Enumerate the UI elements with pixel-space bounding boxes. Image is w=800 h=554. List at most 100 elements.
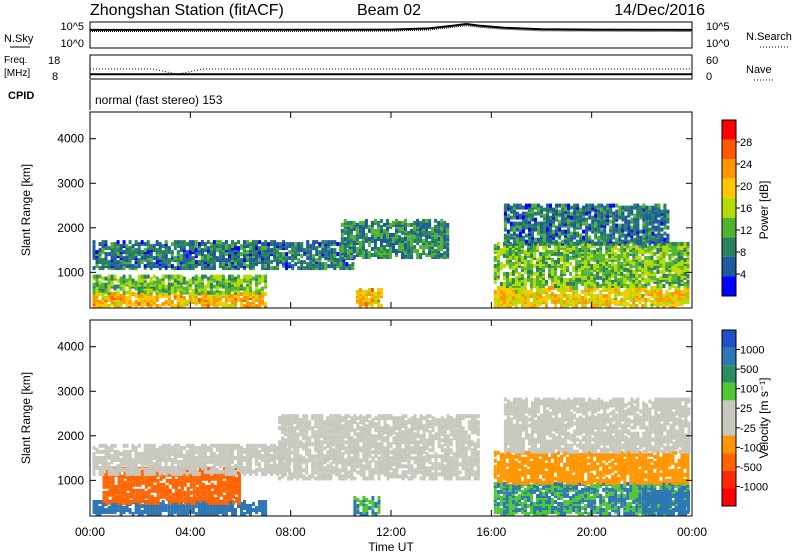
power-cell: [351, 266, 355, 271]
velocity-cell: [143, 504, 147, 508]
power-cell: [499, 251, 503, 256]
power-cell: [644, 284, 648, 288]
velocity-cell: [168, 488, 172, 493]
power-cell: [551, 292, 554, 296]
velocity-cell: [156, 490, 160, 495]
power-cell: [206, 280, 210, 285]
power-cell: [194, 260, 198, 265]
power-cell: [212, 274, 216, 279]
power-cell: [561, 211, 565, 216]
power-cell: [617, 277, 621, 282]
power-cell: [228, 288, 231, 293]
power-cell: [656, 269, 660, 274]
power-cell: [665, 290, 669, 294]
power-cell: [158, 304, 162, 308]
velocity-cell: [98, 443, 102, 448]
power-cell: [240, 258, 243, 263]
power-cell: [134, 292, 138, 296]
power-cell: [584, 271, 588, 276]
power-cell: [258, 304, 262, 308]
power-cell: [373, 245, 377, 249]
power-cell: [594, 227, 598, 232]
velocity-cell: [132, 494, 136, 499]
power-cell: [536, 245, 539, 250]
power-cell: [188, 292, 192, 296]
power-cell: [602, 261, 606, 266]
power-cell: [176, 294, 180, 298]
power-cell: [98, 258, 102, 263]
velocity-cell: [159, 482, 163, 487]
power-cell: [410, 249, 414, 253]
power-cell: [527, 247, 530, 252]
power-cell: [240, 302, 243, 306]
power-cell: [602, 253, 606, 258]
power-cell: [674, 257, 678, 262]
power-cell: [665, 273, 669, 278]
power-cell: [656, 277, 660, 282]
power-cell: [224, 290, 228, 295]
noise-tick-low-left: 10^0: [60, 38, 84, 50]
velocity-cell: [98, 506, 102, 510]
power-cell: [361, 220, 365, 225]
power-cell: [662, 284, 666, 288]
power-cell: [440, 222, 444, 227]
power-cell: [659, 298, 663, 302]
power-cell: [558, 227, 562, 232]
power-cell: [358, 235, 362, 239]
power-cell: [511, 261, 515, 266]
power-cell: [543, 237, 546, 242]
power-cell: [191, 280, 195, 285]
power-cell: [557, 298, 561, 302]
power-cell: [569, 243, 573, 248]
power-cell: [549, 215, 552, 220]
power-cell: [594, 223, 598, 228]
cpid-value: normal (fast stereo) 153: [95, 93, 223, 107]
power-cell: [540, 229, 543, 234]
power-cell: [134, 240, 138, 245]
power-cell: [389, 255, 392, 259]
power-cell: [288, 256, 292, 261]
power-cell: [137, 246, 141, 251]
velocity-cell: [137, 459, 141, 464]
power-cell: [155, 296, 159, 300]
power-cell: [255, 304, 258, 308]
power-cell: [218, 258, 222, 263]
power-cell: [377, 294, 380, 298]
power-cell: [119, 302, 123, 306]
power-cell: [155, 280, 159, 285]
power-cell: [349, 224, 353, 229]
power-cell: [324, 266, 328, 271]
velocity-cell: [192, 494, 196, 499]
power-cell: [364, 235, 368, 239]
velocity-cell: [125, 453, 129, 458]
power-cell: [602, 257, 606, 262]
power-cell: [659, 243, 663, 248]
power-cell: [520, 273, 524, 278]
power-cell: [665, 243, 669, 248]
power-cell: [431, 253, 435, 257]
power-cell: [203, 248, 207, 253]
power-cell: [545, 300, 548, 304]
velocity-cell: [207, 500, 211, 505]
power-cell: [515, 237, 519, 242]
power-cell: [113, 246, 117, 251]
velocity-cell: [206, 512, 210, 516]
power-cell: [128, 240, 132, 245]
power-cell: [545, 279, 548, 284]
power-cell: [309, 250, 313, 255]
velocity-cell: [195, 496, 199, 501]
power-cell: [545, 288, 548, 292]
power-cell: [221, 302, 225, 306]
power-cell: [246, 264, 249, 269]
power-cell: [383, 235, 386, 239]
power-cell: [591, 225, 595, 230]
power-cell: [502, 263, 506, 268]
power-cell: [352, 255, 356, 259]
power-cell: [386, 235, 389, 239]
power-cell: [648, 221, 652, 226]
power-cell: [521, 205, 525, 210]
power-cell: [364, 255, 368, 259]
power-cell: [496, 253, 500, 258]
power-cell: [551, 296, 554, 300]
power-cell: [609, 219, 613, 224]
